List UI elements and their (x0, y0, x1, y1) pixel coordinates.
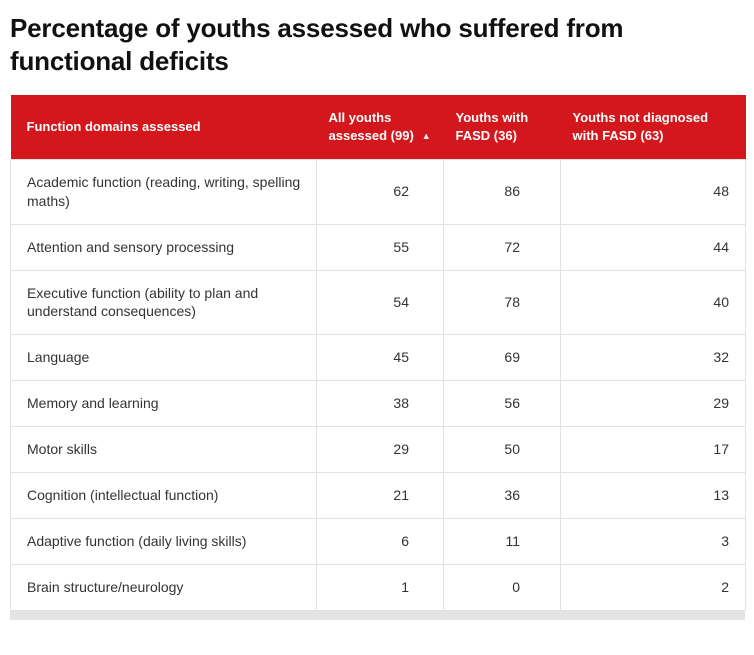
value-cell: 32 (560, 334, 746, 382)
functional-deficits-table: Function domains assessed All youths asse… (10, 94, 746, 611)
table-row: Executive function (ability to plan and … (10, 269, 746, 336)
table-row: Brain structure/neurology 1 0 2 (10, 563, 746, 611)
domain-cell: Academic function (reading, writing, spe… (10, 158, 317, 225)
table-row: Motor skills 29 50 17 (10, 426, 746, 474)
value-cell: 1 (316, 563, 444, 611)
column-header-label: All youths assessed (99) (328, 109, 414, 143)
value-cell: 13 (560, 472, 746, 519)
value-cell: 72 (443, 223, 561, 271)
table-row: Attention and sensory processing 55 72 44 (10, 223, 746, 271)
column-header-not-fasd[interactable]: Youths not diagnosed with FASD (63) (560, 94, 746, 160)
value-cell: 21 (316, 472, 444, 519)
domain-cell: Language (10, 334, 317, 382)
value-cell: 38 (316, 380, 444, 428)
table-row: Academic function (reading, writing, spe… (10, 158, 746, 225)
column-header-label: Youths with FASD (36) (455, 109, 529, 143)
column-header-fasd[interactable]: Youths with FASD (36) (443, 94, 561, 160)
domain-cell: Attention and sensory processing (10, 223, 317, 271)
value-cell: 29 (560, 380, 746, 428)
table-footer-bar (10, 610, 745, 620)
page-title: Percentage of youths assessed who suffer… (10, 13, 624, 77)
value-cell: 0 (443, 563, 561, 611)
column-header-all-youths[interactable]: All youths assessed (99) ▲ (316, 94, 444, 160)
table-header-row: Function domains assessed All youths asse… (10, 94, 746, 160)
value-cell: 29 (316, 426, 444, 474)
column-header-function-domains[interactable]: Function domains assessed (10, 94, 317, 160)
table-row: Memory and learning 38 56 29 (10, 380, 746, 428)
value-cell: 40 (560, 269, 746, 336)
table-body: Academic function (reading, writing, spe… (10, 158, 746, 611)
value-cell: 45 (316, 334, 444, 382)
domain-cell: Executive function (ability to plan and … (10, 269, 317, 336)
sort-ascending-icon: ▲ (421, 130, 431, 141)
domain-cell: Adaptive function (daily living skills) (10, 517, 317, 565)
value-cell: 3 (560, 517, 746, 565)
column-header-label: Function domains assessed (26, 118, 201, 134)
value-cell: 17 (560, 426, 746, 474)
value-cell: 44 (560, 223, 746, 271)
value-cell: 36 (443, 472, 561, 519)
value-cell: 54 (316, 269, 444, 336)
value-cell: 69 (443, 334, 561, 382)
domain-cell: Cognition (intellectual function) (10, 472, 317, 519)
value-cell: 11 (443, 517, 561, 565)
table-row: Adaptive function (daily living skills) 6… (10, 517, 746, 565)
page: Percentage of youths assessed who suffer… (10, 13, 746, 620)
value-cell: 78 (443, 269, 561, 336)
value-cell: 50 (443, 426, 561, 474)
data-table-container: Function domains assessed All youths asse… (10, 94, 746, 620)
value-cell: 55 (316, 223, 444, 271)
domain-cell: Memory and learning (10, 380, 317, 428)
table-row: Cognition (intellectual function) 21 36 13 (10, 472, 746, 519)
domain-cell: Motor skills (10, 426, 317, 474)
value-cell: 6 (316, 517, 444, 565)
table-row: Language 45 69 32 (10, 334, 746, 382)
column-header-label: Youths not diagnosed with FASD (63) (572, 109, 709, 143)
value-cell: 86 (443, 158, 561, 225)
table-header: Function domains assessed All youths asse… (10, 94, 746, 160)
domain-cell: Brain structure/neurology (10, 563, 317, 611)
value-cell: 48 (560, 158, 746, 225)
value-cell: 62 (316, 158, 444, 225)
value-cell: 56 (443, 380, 561, 428)
value-cell: 2 (560, 563, 746, 611)
